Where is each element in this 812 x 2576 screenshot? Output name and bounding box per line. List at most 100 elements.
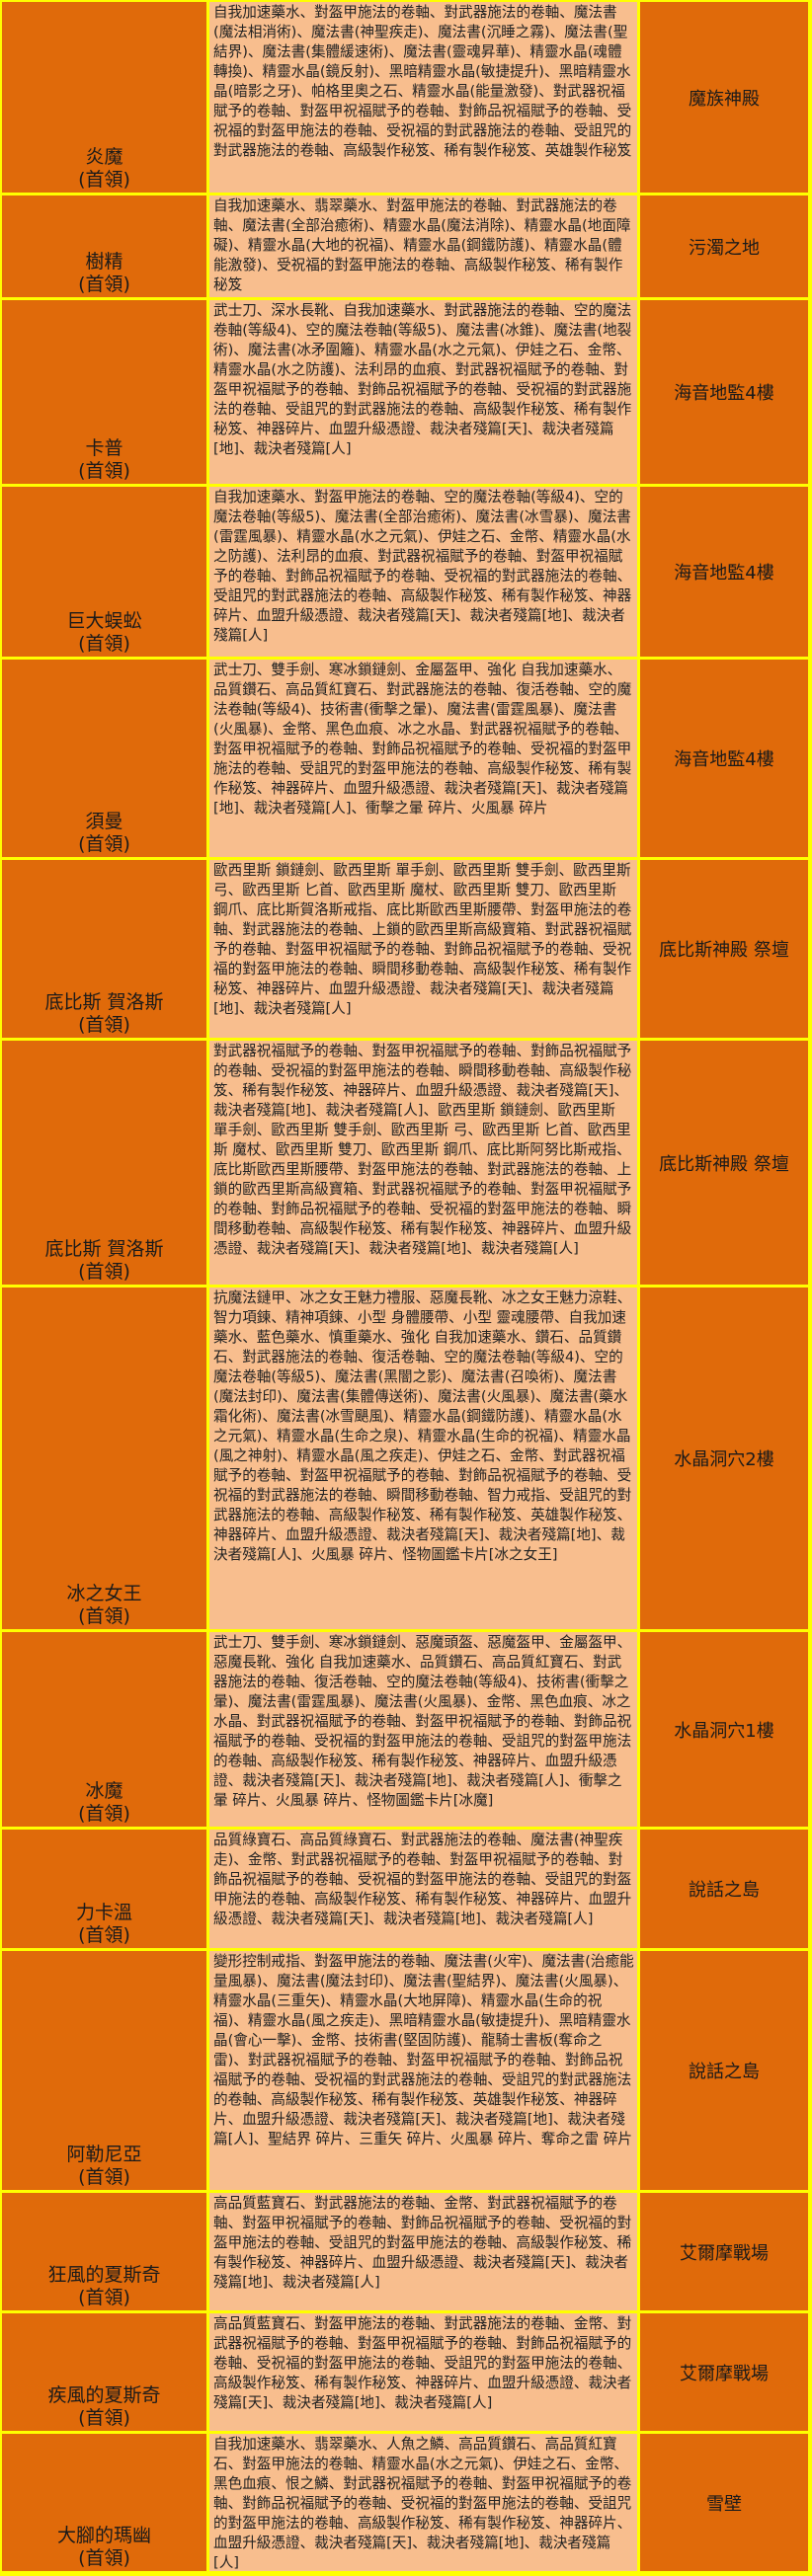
drop-list: 品質綠寶石、高品質綠寶石、對武器施法的卷軸、魔法書(神聖疾走)、金幣、對武器祝福…: [213, 1832, 632, 1927]
boss-name: 卡普: [85, 437, 123, 459]
boss-cell: 大腳的瑪幽 (首領): [0, 2434, 209, 2571]
table-row: 力卡溫 (首領) 品質綠寶石、高品質綠寶石、對武器施法的卷軸、魔法書(神聖疾走)…: [0, 1830, 812, 1951]
boss-cell: 須曼 (首領): [0, 660, 209, 857]
boss-suffix: (首領): [78, 1014, 130, 1036]
drops-cell: 抗魔法鏈甲、冰之女王魅力禮服、惡魔長靴、冰之女王魅力涼鞋、智力項鍊、精神項鍊、小…: [209, 1288, 640, 1629]
drop-list: 武士刀、深水長靴、自我加速藥水、對武器施法的卷軸、空的魔法卷軸(等級4)、空的魔…: [213, 302, 632, 457]
drops-cell: 變形控制戒指、對盔甲施法的卷軸、魔法書(火牢)、魔法書(治癒能量風暴)、魔法書(…: [209, 1951, 640, 2190]
boss-name: 底比斯 賀洛斯: [44, 991, 164, 1013]
drops-cell: 武士刀、雙手劍、寒冰鎖鏈劍、金屬盔甲、強化 自我加速藥水、品質鑽石、高品質紅寶石…: [209, 660, 640, 857]
boss-name: 狂風的夏斯奇: [47, 2264, 161, 2286]
boss-name: 力卡溫: [75, 1902, 132, 1923]
location-cell: 說話之島: [640, 1830, 812, 1948]
location-cell: 水晶洞穴1樓: [640, 1632, 812, 1827]
boss-cell: 炎魔 (首領): [0, 2, 209, 193]
location-name: 海音地監4樓: [674, 563, 774, 584]
drop-list: 歐西里斯 鎖鏈劍、歐西里斯 單手劍、歐西里斯 雙手劍、歐西里斯 弓、歐西里斯 匕…: [213, 862, 632, 1017]
location-cell: 魔族神殿: [640, 2, 812, 193]
location-name: 底比斯神殿 祭壇: [659, 1153, 789, 1175]
drops-cell: 自我加速藥水、對盔甲施法的卷軸、對武器施法的卷軸、魔法書(魔法相消術)、魔法書(…: [209, 2, 640, 193]
boss-name: 大腳的瑪幽: [56, 2525, 151, 2546]
table-row: 狂風的夏斯奇 (首領) 高品質藍寶石、對武器施法的卷軸、金幣、對武器祝福賦予的卷…: [0, 2193, 812, 2313]
boss-suffix: (首領): [78, 1803, 130, 1825]
drops-cell: 自我加速藥水、翡翠藥水、對盔甲施法的卷軸、對武器施法的卷軸、魔法書(全部治癒術)…: [209, 195, 640, 297]
drops-cell: 武士刀、雙手劍、寒冰鎖鏈劍、惡魔頭盔、惡魔盔甲、金屬盔甲、惡魔長靴、強化 自我加…: [209, 1632, 640, 1827]
table-row: 須曼 (首領) 武士刀、雙手劍、寒冰鎖鏈劍、金屬盔甲、強化 自我加速藥水、品質鑽…: [0, 660, 812, 860]
boss-cell: 冰魔 (首領): [0, 1632, 209, 1827]
drops-cell: 歐西里斯 鎖鏈劍、歐西里斯 單手劍、歐西里斯 雙手劍、歐西里斯 弓、歐西里斯 匕…: [209, 860, 640, 1038]
table-row: 樹精 (首領) 自我加速藥水、翡翠藥水、對盔甲施法的卷軸、對武器施法的卷軸、魔法…: [0, 195, 812, 300]
location-name: 海音地監4樓: [674, 383, 774, 404]
boss-name: 須曼: [85, 811, 123, 832]
drop-list: 變形控制戒指、對盔甲施法的卷軸、魔法書(火牢)、魔法書(治癒能量風暴)、魔法書(…: [213, 1953, 634, 2147]
boss-suffix: (首領): [78, 169, 130, 191]
boss-suffix: (首領): [78, 1605, 130, 1627]
drop-list: 高品質藍寶石、對武器施法的卷軸、金幣、對武器祝福賦予的卷軸、對盔甲祝福賦予的卷軸…: [213, 2195, 632, 2291]
boss-name: 阿勒尼亞: [66, 2144, 142, 2165]
boss-cell: 樹精 (首領): [0, 195, 209, 297]
drops-cell: 對武器祝福賦予的卷軸、對盔甲祝福賦予的卷軸、對飾品祝福賦予的卷軸、受祝福的對盔甲…: [209, 1041, 640, 1285]
boss-cell: 卡普 (首領): [0, 300, 209, 484]
location-cell: 雪壁: [640, 2434, 812, 2571]
drop-list: 自我加速藥水、翡翠藥水、人魚之鱗、高品質鑽石、高品質紅寶石、對盔甲施法的卷軸、精…: [213, 2436, 632, 2571]
location-cell: 污濁之地: [640, 195, 812, 297]
drops-cell: 武士刀、深水長靴、自我加速藥水、對武器施法的卷軸、空的魔法卷軸(等級4)、空的魔…: [209, 300, 640, 484]
boss-name: 巨大蜈蚣: [66, 610, 142, 632]
drop-list: 自我加速藥水、翡翠藥水、對盔甲施法的卷軸、對武器施法的卷軸、魔法書(全部治癒術)…: [213, 197, 631, 293]
boss-suffix: (首領): [78, 1924, 130, 1946]
boss-suffix: (首領): [78, 833, 130, 855]
boss-name: 冰魔: [85, 1780, 123, 1802]
location-name: 水晶洞穴2樓: [674, 1449, 774, 1470]
drops-cell: 高品質藍寶石、對盔甲施法的卷軸、對武器施法的卷軸、金幣、對武器祝福賦予的卷軸、對…: [209, 2313, 640, 2431]
boss-cell: 巨大蜈蚣 (首領): [0, 487, 209, 657]
table-row: 冰之女王 (首領) 抗魔法鏈甲、冰之女王魅力禮服、惡魔長靴、冰之女王魅力涼鞋、智…: [0, 1288, 812, 1632]
boss-suffix: (首領): [78, 2166, 130, 2188]
boss-name: 冰之女王: [66, 1583, 142, 1604]
drop-list: 自我加速藥水、對盔甲施法的卷軸、空的魔法卷軸(等級4)、空的魔法卷軸(等級5)、…: [213, 489, 632, 644]
table-row: 大腳的瑪幽 (首領) 自我加速藥水、翡翠藥水、人魚之鱗、高品質鑽石、高品質紅寶石…: [0, 2434, 812, 2574]
location-cell: 海音地監4樓: [640, 487, 812, 657]
drops-cell: 高品質藍寶石、對武器施法的卷軸、金幣、對武器祝福賦予的卷軸、對盔甲祝福賦予的卷軸…: [209, 2193, 640, 2310]
location-name: 魔族神殿: [689, 88, 760, 110]
drop-list: 高品質藍寶石、對盔甲施法的卷軸、對武器施法的卷軸、金幣、對武器祝福賦予的卷軸、對…: [213, 2315, 632, 2411]
boss-cell: 底比斯 賀洛斯 (首領): [0, 860, 209, 1038]
table-row: 底比斯 賀洛斯 (首領) 對武器祝福賦予的卷軸、對盔甲祝福賦予的卷軸、對飾品祝福…: [0, 1041, 812, 1288]
drops-cell: 品質綠寶石、高品質綠寶石、對武器施法的卷軸、魔法書(神聖疾走)、金幣、對武器祝福…: [209, 1830, 640, 1948]
location-cell: 艾爾摩戰場: [640, 2313, 812, 2431]
boss-cell: 狂風的夏斯奇 (首領): [0, 2193, 209, 2310]
boss-suffix: (首領): [78, 460, 130, 482]
boss-suffix: (首領): [78, 2287, 130, 2308]
drop-list: 武士刀、雙手劍、寒冰鎖鏈劍、惡魔頭盔、惡魔盔甲、金屬盔甲、惡魔長靴、強化 自我加…: [213, 1634, 632, 1809]
location-cell: 底比斯神殿 祭壇: [640, 1041, 812, 1285]
location-name: 說話之島: [689, 1880, 760, 1901]
location-cell: 艾爾摩戰場: [640, 2193, 812, 2310]
location-name: 水晶洞穴1樓: [674, 1720, 774, 1742]
table-row: 疾風的夏斯奇 (首領) 高品質藍寶石、對盔甲施法的卷軸、對武器施法的卷軸、金幣、…: [0, 2313, 812, 2434]
location-name: 海音地監4樓: [674, 749, 774, 770]
location-name: 艾爾摩戰場: [680, 2242, 769, 2264]
boss-suffix: (首領): [78, 2407, 130, 2429]
location-name: 污濁之地: [689, 237, 760, 259]
drops-cell: 自我加速藥水、對盔甲施法的卷軸、空的魔法卷軸(等級4)、空的魔法卷軸(等級5)、…: [209, 487, 640, 657]
location-cell: 說話之島: [640, 1951, 812, 2190]
drop-list: 抗魔法鏈甲、冰之女王魅力禮服、惡魔長靴、冰之女王魅力涼鞋、智力項鍊、精神項鍊、小…: [213, 1289, 632, 1563]
drop-list: 武士刀、雙手劍、寒冰鎖鏈劍、金屬盔甲、強化 自我加速藥水、品質鑽石、高品質紅寶石…: [213, 662, 632, 817]
boss-name: 樹精: [85, 251, 123, 273]
table-row: 炎魔 (首領) 自我加速藥水、對盔甲施法的卷軸、對武器施法的卷軸、魔法書(魔法相…: [0, 0, 812, 195]
table-row: 阿勒尼亞 (首領) 變形控制戒指、對盔甲施法的卷軸、魔法書(火牢)、魔法書(治癒…: [0, 1951, 812, 2193]
boss-name: 底比斯 賀洛斯: [44, 1238, 164, 1260]
location-cell: 水晶洞穴2樓: [640, 1288, 812, 1629]
location-name: 艾爾摩戰場: [680, 2363, 769, 2384]
boss-name: 炎魔: [85, 146, 123, 168]
boss-suffix: (首領): [78, 1261, 130, 1283]
location-name: 底比斯神殿 祭壇: [659, 940, 789, 961]
drop-list: 對武器祝福賦予的卷軸、對盔甲祝福賦予的卷軸、對飾品祝福賦予的卷軸、受祝福的對盔甲…: [213, 1043, 632, 1257]
boss-cell: 阿勒尼亞 (首領): [0, 1951, 209, 2190]
table-row: 卡普 (首領) 武士刀、深水長靴、自我加速藥水、對武器施法的卷軸、空的魔法卷軸(…: [0, 300, 812, 487]
location-cell: 底比斯神殿 祭壇: [640, 860, 812, 1038]
boss-suffix: (首領): [78, 273, 130, 295]
location-cell: 海音地監4樓: [640, 300, 812, 484]
table-row: 巨大蜈蚣 (首領) 自我加速藥水、對盔甲施法的卷軸、空的魔法卷軸(等級4)、空的…: [0, 487, 812, 660]
location-name: 雪壁: [706, 2493, 742, 2515]
